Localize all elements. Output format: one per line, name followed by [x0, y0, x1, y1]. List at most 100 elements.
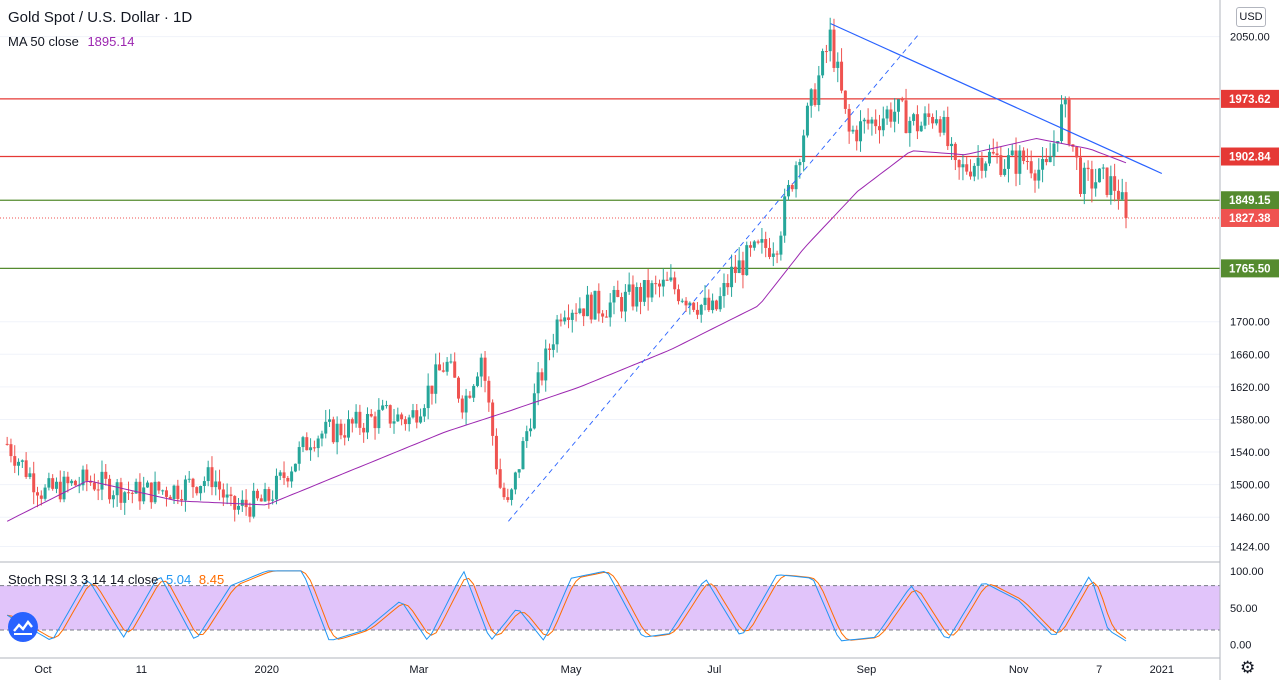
candle-down	[104, 471, 108, 479]
candle-down	[995, 153, 999, 156]
candle-down	[775, 253, 779, 255]
candle-up	[252, 490, 256, 517]
candle-down	[487, 380, 491, 403]
candle-down	[574, 312, 578, 314]
candle-down	[991, 151, 995, 154]
candle-down	[157, 481, 161, 491]
candle-up	[585, 294, 589, 317]
candle-down	[1105, 167, 1109, 195]
candle-down	[286, 477, 290, 482]
candle-up	[77, 485, 81, 487]
candle-up	[237, 505, 241, 510]
price-tick-label: 1660.00	[1230, 349, 1270, 361]
candle-down	[430, 385, 434, 394]
price-line-tag-label: 1765.50	[1229, 263, 1271, 275]
candle-up	[798, 162, 802, 166]
candle-down	[631, 284, 635, 307]
candle-up	[703, 297, 707, 305]
candle-up	[274, 475, 278, 500]
candle-up	[472, 385, 476, 398]
time-tick-label: 7	[1096, 664, 1102, 676]
candle-up	[760, 239, 764, 243]
candle-down	[733, 266, 737, 274]
stoch-rsi-pane	[0, 570, 1220, 642]
candle-up	[422, 408, 426, 417]
candle-down	[494, 435, 498, 470]
candle-up	[354, 411, 358, 424]
settings-gear-icon[interactable]: ⚙	[1240, 658, 1256, 677]
candle-down	[168, 496, 172, 500]
candle-down	[999, 155, 1003, 175]
candle-down	[714, 300, 718, 310]
candle-down	[927, 113, 931, 117]
time-tick-label: Mar	[409, 664, 428, 676]
candle-down	[900, 99, 904, 101]
candle-down	[180, 498, 184, 501]
candle-up	[384, 405, 388, 407]
candle-up	[623, 291, 627, 312]
candle-up	[316, 438, 320, 449]
candle-down	[441, 370, 445, 372]
candle-up	[934, 119, 938, 124]
candle-down	[764, 239, 768, 248]
candle-down	[1067, 99, 1071, 145]
candle-up	[142, 487, 146, 502]
candle-up	[517, 469, 521, 473]
candle-up	[309, 447, 313, 451]
candle-down	[218, 481, 222, 490]
candle-down	[24, 460, 28, 477]
candle-up	[680, 300, 684, 302]
candle-down	[32, 473, 36, 493]
candle-down	[483, 357, 487, 381]
candle-down	[548, 348, 552, 350]
candle-down	[229, 494, 233, 497]
trendline-resistance	[830, 23, 1163, 175]
candle-up	[722, 282, 726, 297]
time-tick-label: May	[561, 664, 582, 676]
candle-down	[358, 411, 362, 428]
candle-up	[893, 111, 897, 122]
candle-down	[931, 116, 935, 124]
candle-down	[127, 492, 131, 494]
candle-up	[783, 196, 787, 236]
candle-down	[665, 279, 669, 281]
time-tick-label: 2020	[254, 664, 278, 676]
candle-up	[43, 487, 47, 499]
candle-down	[676, 289, 680, 302]
candle-down	[658, 283, 662, 287]
candle-up	[153, 481, 157, 503]
candle-up	[381, 405, 385, 410]
candle-down	[438, 364, 442, 371]
currency-button[interactable]: USD	[1236, 7, 1266, 27]
candlestick-series	[5, 17, 1128, 523]
candle-down	[108, 478, 112, 500]
candle-up	[513, 472, 517, 490]
ma50-layer	[6, 137, 1127, 522]
time-tick-label: Jul	[707, 664, 721, 676]
candle-up	[870, 119, 874, 124]
candle-up	[771, 253, 775, 257]
tradingview-logo-icon[interactable]	[8, 612, 38, 642]
candle-up	[187, 478, 191, 480]
candle-up	[627, 284, 631, 292]
price-tick-label: 1540.00	[1230, 447, 1270, 459]
candle-up	[407, 417, 411, 425]
ma50-line	[6, 137, 1127, 522]
symbol-title: Gold Spot / U.S. Dollar · 1D	[8, 9, 193, 26]
candle-down	[601, 313, 605, 317]
candle-down	[312, 447, 316, 449]
candle-down	[589, 294, 593, 320]
candle-up	[115, 482, 119, 496]
candle-down	[282, 472, 286, 478]
last-price-tag	[1221, 208, 1279, 227]
candle-down	[1044, 159, 1048, 163]
candle-down	[66, 476, 70, 484]
candle-down	[221, 489, 225, 498]
candle-up	[145, 482, 149, 488]
candle-up	[923, 113, 927, 126]
candle-up	[293, 463, 297, 472]
candle-up	[1101, 167, 1105, 169]
candle-down	[582, 308, 586, 317]
candle-down	[400, 414, 404, 420]
